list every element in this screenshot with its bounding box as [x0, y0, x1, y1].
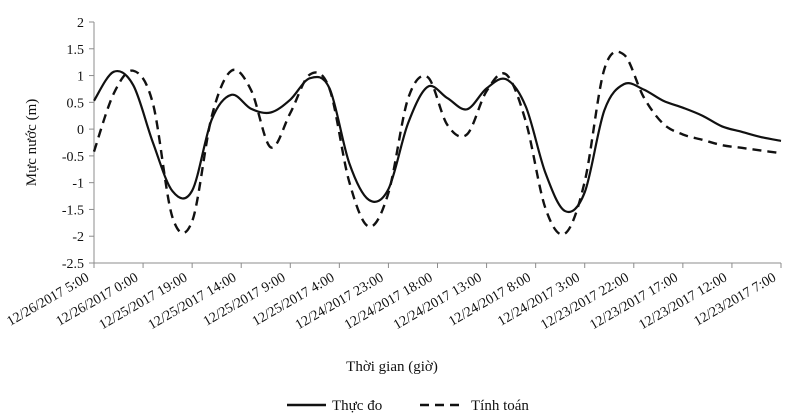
y-tick-label: 1	[77, 70, 84, 85]
y-tick-label: -1	[72, 177, 84, 192]
y-tick-label: 2	[77, 16, 84, 31]
y-axis-title: Mực nước (m)	[24, 99, 40, 187]
series-group	[94, 52, 781, 235]
y-tick-label: 0	[77, 123, 84, 138]
series-thuc-do-line	[94, 71, 781, 212]
x-axis-title: Thời gian (giờ)	[346, 359, 438, 375]
legend-group: Thực đo Tính toán	[287, 398, 529, 414]
series-tinh-toan-line	[94, 52, 781, 235]
legend-item-tinh-toan-label: Tính toán	[471, 398, 529, 414]
y-tick-label: 0.5	[67, 96, 85, 111]
labels-group: 2 1.5 1 0.5 0 -0.5 -1 -1.5 -2 -2.512/26/2017 5:00…	[5, 16, 779, 375]
x-tick-label: 12/25/2017 9:00	[201, 270, 288, 329]
y-tick-label: 1.5	[67, 43, 85, 58]
axes-group	[89, 22, 781, 268]
legend-item-thuc-do-label: Thực đo	[332, 398, 382, 414]
x-tick-label: 12/24/2017 8:00	[446, 270, 533, 329]
x-tick-label: 12/23/2017 7:00	[692, 270, 779, 329]
y-tick-label: -0.5	[62, 150, 84, 165]
y-tick-label: -2	[72, 230, 84, 245]
x-tick-label: 12/26/2017 5:00	[5, 270, 92, 329]
y-tick-label: -1.5	[62, 203, 84, 218]
y-tick-label: -2.5	[62, 257, 84, 272]
